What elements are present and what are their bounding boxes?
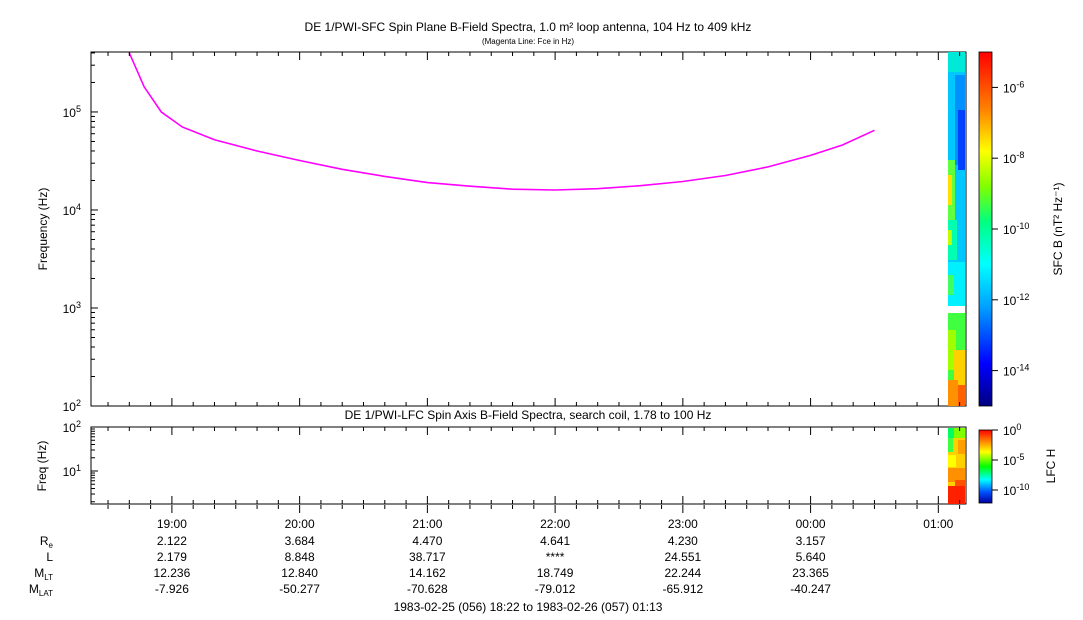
ephemeris-row-label: MLT: [34, 566, 53, 582]
top-colorbar-tick-label: 10-12: [1003, 292, 1029, 308]
x-tick-label: 22:00: [540, 517, 570, 531]
chart-title: DE 1/PWI-SFC Spin Plane B-Field Spectra,…: [305, 20, 752, 34]
bottom-colorbar-label: LFC H: [1044, 449, 1058, 484]
ephemeris-value: 24.551: [664, 550, 701, 564]
ephemeris-value: -79.012: [535, 582, 576, 596]
ephemeris-value: 4.230: [668, 534, 698, 548]
ephemeris-value: -7.926: [155, 582, 189, 596]
ephemeris-value: 5.640: [796, 550, 826, 564]
ephemeris-value: 2.122: [157, 534, 187, 548]
bottom-colorbar: 100 10-5 10-10 LFC H: [978, 422, 1058, 504]
x-tick-label: 01:00: [923, 517, 953, 531]
bottom-y-axis: 101 102: [63, 419, 98, 503]
ephemeris-value: 2.179: [157, 550, 187, 564]
top-colorbar-label: SFC B (nT² Hz⁻¹): [1051, 183, 1065, 276]
top-colorbar: 10-6 10-8 10-10 10-12 10-14 SFC B (nT² Hz⁻¹): [978, 51, 1065, 407]
ephemeris-value: 8.848: [285, 550, 315, 564]
bottom-colorbar-ticks: 100 10-5 10-10: [992, 422, 1029, 498]
bottom-colorbar-tick-label: 100: [1003, 422, 1021, 438]
ephemeris-value: 23.365: [792, 566, 829, 580]
ephemeris-value: ****: [546, 550, 565, 564]
top-y-tick-label: 103: [63, 300, 81, 316]
top-colorbar-tick-label: 10-8: [1003, 150, 1024, 166]
top-colorbar-gradient: [978, 51, 993, 407]
top-spectrogram-strip: [948, 52, 965, 406]
ephemeris-value: 12.840: [281, 566, 318, 580]
bottom-spectrogram-strip: [948, 428, 965, 504]
bottom-y-tick-label: 101: [63, 463, 81, 479]
bottom-colorbar-tick-label: 10-5: [1003, 452, 1024, 468]
bottom-panel: 101 102 Freq (Hz): [35, 419, 967, 505]
top-y-axis-label: Frequency (Hz): [36, 188, 50, 271]
ephemeris-table: Re 2.122 3.684 4.470 4.641 4.230 3.157 L 2.179 8.…: [29, 534, 831, 598]
ephemeris-value: -40.247: [790, 582, 831, 596]
ephemeris-value: 3.157: [796, 534, 826, 548]
bottom-colorbar-gradient: [978, 429, 993, 504]
top-y-tick-label: 105: [63, 104, 81, 120]
ephemeris-value: 18.749: [537, 566, 574, 580]
ephemeris-value: -70.628: [407, 582, 448, 596]
top-colorbar-tick-label: 10-14: [1003, 363, 1029, 379]
top-y-tick-label: 104: [63, 202, 81, 218]
top-colorbar-tick-label: 10-6: [1003, 79, 1024, 95]
ephemeris-row-label: MLAT: [29, 582, 53, 598]
ephemeris-value: -65.912: [662, 582, 703, 596]
time-range-label: 1983-02-25 (056) 18:22 to 1983-02-26 (05…: [394, 600, 663, 614]
x-tick-label: 21:00: [412, 517, 442, 531]
chart-subtitle: (Magenta Line: Fce in Hz): [482, 37, 574, 46]
bottom-y-axis-label: Freq (Hz): [35, 441, 49, 492]
ephemeris-value: 4.641: [540, 534, 570, 548]
ephemeris-value: 22.244: [664, 566, 701, 580]
top-panel: 102 103 104 105 Frequency (Hz): [36, 51, 967, 414]
top-y-tick-label: 102: [63, 398, 81, 414]
top-plot-area: [90, 51, 967, 407]
ephemeris-value: 4.470: [412, 534, 442, 548]
ephemeris-row-label: Re: [40, 534, 54, 550]
lfc-title: DE 1/PWI-LFC Spin Axis B-Field Spectra, …: [345, 408, 712, 422]
x-tick-label: 23:00: [668, 517, 698, 531]
bottom-colorbar-tick-label: 10-10: [1003, 482, 1029, 498]
time-axis-ticks: 19:00 20:00 21:00 22:00 23:00 00:00 01:00: [107, 52, 961, 531]
x-tick-label: 19:00: [157, 517, 187, 531]
top-colorbar-tick-label: 10-10: [1003, 221, 1029, 237]
ephemeris-row-label: L: [46, 550, 53, 564]
ephemeris-value: -50.277: [279, 582, 320, 596]
bottom-y-tick-label: 102: [63, 419, 81, 435]
ephemeris-value: 38.717: [409, 550, 446, 564]
fce-line-series: [128, 52, 875, 191]
x-tick-label: 00:00: [796, 517, 826, 531]
ephemeris-value: 12.236: [154, 566, 191, 580]
x-tick-label: 20:00: [285, 517, 315, 531]
top-colorbar-ticks: 10-6 10-8 10-10 10-12 10-14: [992, 79, 1029, 379]
ephemeris-value: 3.684: [285, 534, 315, 548]
top-y-axis: 102 103 104 105: [63, 52, 98, 414]
bottom-plot-area: [90, 426, 967, 505]
ephemeris-value: 14.162: [409, 566, 446, 580]
